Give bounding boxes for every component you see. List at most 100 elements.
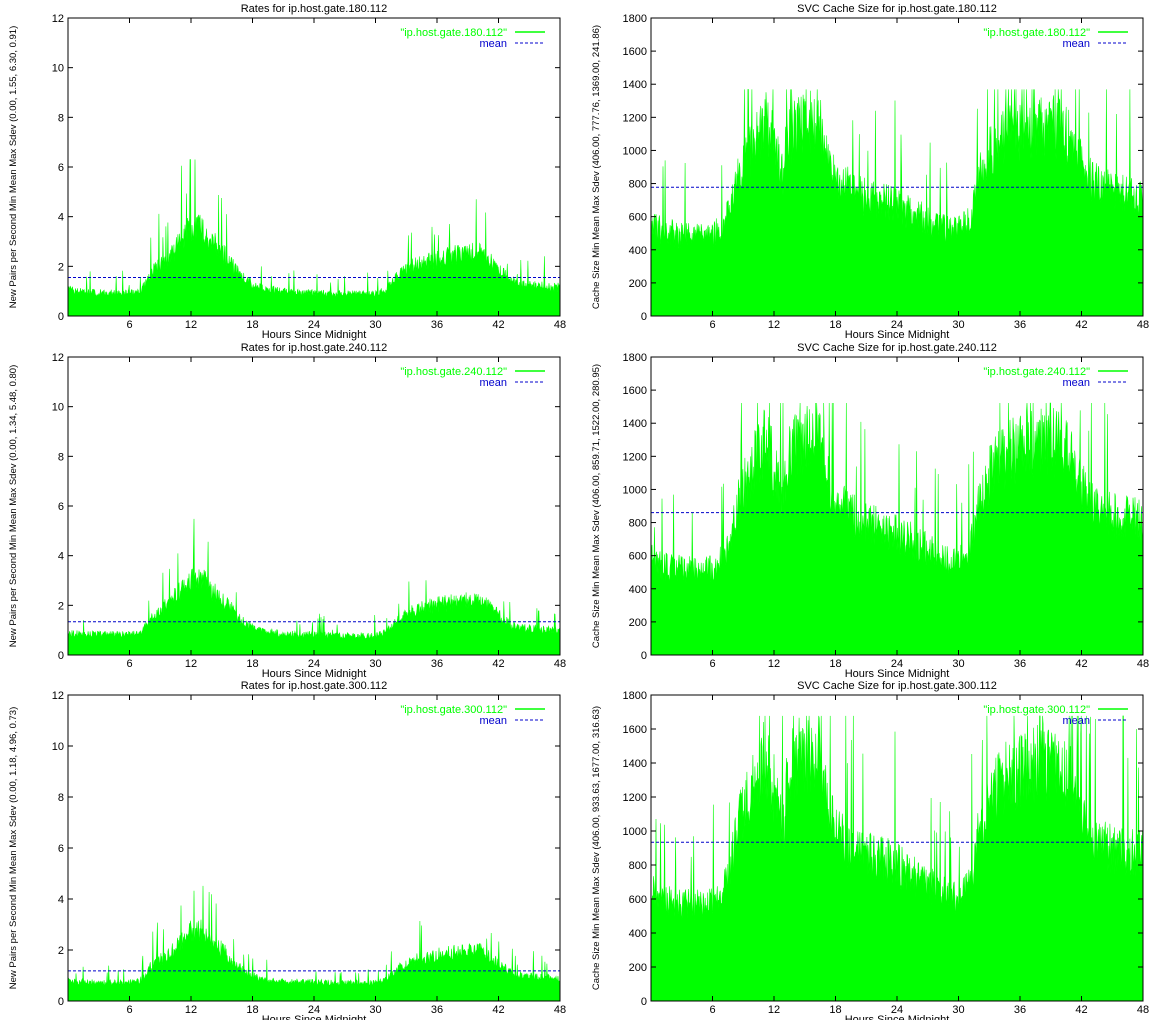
x-axis-label: Hours Since Midnight bbox=[262, 668, 367, 680]
y-tick-label: 10 bbox=[52, 63, 64, 75]
x-tick-label: 24 bbox=[308, 319, 320, 331]
x-tick-label: 18 bbox=[829, 319, 841, 331]
x-tick-label: 36 bbox=[1014, 1004, 1026, 1016]
chart-4: 6 12 18 24 30 36 42 48 0 200 400 600 800 1000 1200 1400… bbox=[591, 342, 1149, 680]
chart-title: Rates for ip.host.gate.240.112 bbox=[241, 342, 388, 354]
x-axis-label: Hours Since Midnight bbox=[262, 329, 367, 341]
y-tick-label: 0 bbox=[58, 996, 64, 1008]
y-tick-label: 10 bbox=[52, 741, 64, 753]
series-area bbox=[650, 715, 1144, 1002]
legend-mean-label: mean bbox=[1062, 38, 1090, 50]
y-tick-label: 1200 bbox=[623, 112, 647, 124]
y-tick-label: 8 bbox=[58, 451, 64, 463]
x-tick-label: 12 bbox=[768, 658, 780, 670]
series-area bbox=[67, 518, 561, 656]
y-tick-label: 4 bbox=[58, 212, 64, 224]
y-tick-label: 1200 bbox=[623, 451, 647, 463]
x-tick-label: 18 bbox=[829, 658, 841, 670]
y-tick-label: 0 bbox=[58, 650, 64, 662]
chart-title: Rates for ip.host.gate.180.112 bbox=[241, 3, 388, 15]
y-tick-label: 200 bbox=[629, 278, 647, 290]
y-tick-label: 2 bbox=[58, 945, 64, 957]
x-tick-label: 12 bbox=[185, 319, 197, 331]
y-tick-label: 200 bbox=[629, 962, 647, 974]
y-tick-label: 4 bbox=[58, 894, 64, 906]
x-tick-label: 42 bbox=[492, 319, 504, 331]
x-tick-label: 36 bbox=[431, 1004, 443, 1016]
y-tick-label: 1800 bbox=[623, 690, 647, 702]
x-tick-label: 36 bbox=[431, 319, 443, 331]
y-tick-label: 600 bbox=[629, 212, 647, 224]
x-tick-label: 42 bbox=[492, 658, 504, 670]
y-tick-label: 6 bbox=[58, 162, 64, 174]
y-tick-label: 0 bbox=[58, 311, 64, 323]
legend-series-label: "ip.host.gate.180.112" bbox=[983, 27, 1090, 39]
y-tick-label: 1400 bbox=[623, 418, 647, 430]
x-tick-label: 48 bbox=[554, 658, 566, 670]
y-tick-label: 6 bbox=[58, 501, 64, 513]
legend-mean-label: mean bbox=[479, 377, 507, 389]
x-tick-label: 18 bbox=[246, 1004, 258, 1016]
y-tick-label: 2 bbox=[58, 261, 64, 273]
y-tick-label: 1800 bbox=[623, 13, 647, 25]
legend-mean-label: mean bbox=[479, 38, 507, 50]
y-tick-label: 0 bbox=[641, 311, 647, 323]
y-tick-label: 600 bbox=[629, 551, 647, 563]
x-axis-label: Hours Since Midnight bbox=[845, 1014, 950, 1020]
legend-mean-label: mean bbox=[1062, 715, 1090, 727]
legend-series-label: "ip.host.gate.300.112" bbox=[983, 704, 1090, 716]
x-tick-label: 18 bbox=[246, 658, 258, 670]
y-tick-label: 400 bbox=[629, 584, 647, 596]
y-tick-label: 400 bbox=[629, 928, 647, 940]
y-tick-label: 1400 bbox=[623, 758, 647, 770]
legend-mean-label: mean bbox=[1062, 377, 1090, 389]
x-tick-label: 6 bbox=[709, 319, 715, 331]
x-tick-label: 30 bbox=[369, 1004, 381, 1016]
x-axis-label: Hours Since Midnight bbox=[262, 1014, 367, 1020]
chart-title: SVC Cache Size for ip.host.gate.240.112 bbox=[797, 342, 997, 354]
chart-6: 6 12 18 24 30 36 42 48 0 200 400 600 800 1000 1200 1400… bbox=[591, 680, 1149, 1020]
y-tick-label: 2 bbox=[58, 600, 64, 612]
y-tick-label: 1600 bbox=[623, 385, 647, 397]
x-tick-label: 18 bbox=[829, 1004, 841, 1016]
x-tick-label: 48 bbox=[1137, 1004, 1149, 1016]
y-axis-label: New Pairs per Second Min Mean Max Sdev (… bbox=[8, 365, 19, 648]
x-tick-label: 42 bbox=[1075, 319, 1087, 331]
x-tick-label: 6 bbox=[709, 1004, 715, 1016]
y-tick-label: 1200 bbox=[623, 792, 647, 804]
y-tick-label: 8 bbox=[58, 112, 64, 124]
legend-series-label: "ip.host.gate.240.112" bbox=[983, 366, 1090, 378]
y-axis-label: New Pairs per Second Min Mean Max Sdev (… bbox=[8, 707, 19, 990]
y-tick-label: 1000 bbox=[623, 484, 647, 496]
x-tick-label: 12 bbox=[185, 658, 197, 670]
x-tick-label: 24 bbox=[308, 658, 320, 670]
chart-title: SVC Cache Size for ip.host.gate.180.112 bbox=[797, 3, 997, 15]
y-tick-label: 800 bbox=[629, 179, 647, 191]
x-tick-label: 6 bbox=[126, 658, 132, 670]
x-tick-label: 30 bbox=[952, 658, 964, 670]
y-tick-label: 1000 bbox=[623, 145, 647, 157]
x-tick-label: 36 bbox=[431, 658, 443, 670]
y-tick-label: 1800 bbox=[623, 352, 647, 364]
y-axis-label: Cache Size Min Mean Max Sdev (406.00, 77… bbox=[591, 25, 602, 309]
y-tick-label: 10 bbox=[52, 402, 64, 414]
y-tick-label: 1000 bbox=[623, 826, 647, 838]
legend-series-label: "ip.host.gate.180.112" bbox=[400, 27, 507, 39]
y-axis-label: New Pairs per Second Min Mean Max Sdev (… bbox=[8, 26, 19, 309]
x-tick-label: 12 bbox=[768, 319, 780, 331]
legend-mean-label: mean bbox=[479, 715, 507, 727]
y-tick-label: 4 bbox=[58, 551, 64, 563]
x-tick-label: 12 bbox=[768, 1004, 780, 1016]
legend-series-label: "ip.host.gate.240.112" bbox=[400, 366, 507, 378]
x-tick-label: 30 bbox=[952, 319, 964, 331]
series-area bbox=[650, 89, 1144, 317]
x-axis-label: Hours Since Midnight bbox=[845, 668, 950, 680]
x-tick-label: 48 bbox=[1137, 319, 1149, 331]
x-tick-label: 30 bbox=[369, 319, 381, 331]
y-tick-label: 400 bbox=[629, 245, 647, 257]
x-tick-label: 36 bbox=[1014, 658, 1026, 670]
y-tick-label: 800 bbox=[629, 518, 647, 530]
x-tick-label: 24 bbox=[308, 1004, 320, 1016]
y-tick-label: 0 bbox=[641, 996, 647, 1008]
